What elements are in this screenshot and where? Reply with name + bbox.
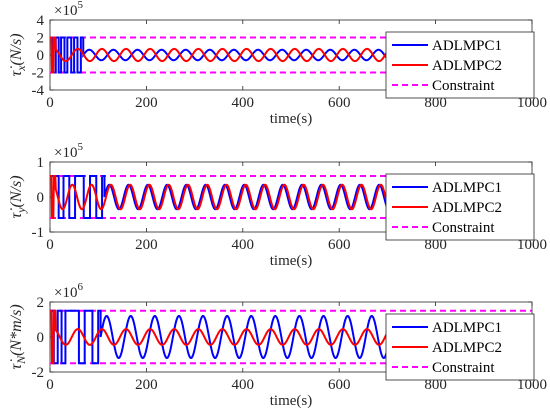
x-tick-label: 800	[424, 237, 447, 253]
y-tick-label: -2	[32, 66, 45, 82]
legend-label-2: ADLMPC2	[432, 200, 502, 216]
y-axis-title: τ̇N(N*m/s)	[8, 304, 28, 369]
y-exponent-label: ×105	[54, 141, 83, 161]
x-tick-label: 400	[232, 237, 255, 253]
legend: ADLMPC1 ADLMPC2 Constraint	[385, 313, 535, 381]
legend-label-3: Constraint	[432, 78, 495, 94]
x-tick-label: 0	[46, 95, 54, 111]
y-tick-label: -1	[32, 225, 45, 241]
legend-label-1: ADLMPC1	[432, 38, 502, 54]
x-tick-label: 800	[424, 377, 447, 393]
legend-label-2: ADLMPC2	[432, 58, 502, 74]
x-tick-label: 1000	[517, 237, 547, 253]
y-tick-label: -4	[32, 83, 45, 99]
chart-panel-3: 0 200 400 600 800 1000-202×106time(s)τ̇N(N*m/…	[8, 281, 547, 409]
legend-label-1: ADLMPC1	[432, 180, 502, 196]
x-axis-title: time(s)	[270, 111, 313, 127]
x-tick-label: 200	[135, 95, 158, 111]
x-tick-label: 600	[328, 377, 351, 393]
x-tick-label: 400	[232, 377, 255, 393]
y-exponent-label: ×105	[54, 0, 83, 19]
y-tick-label: 4	[37, 13, 45, 29]
y-axis-title: τ̇y(N/s)	[8, 175, 28, 218]
x-tick-label: 200	[135, 377, 158, 393]
x-tick-label: 600	[328, 237, 351, 253]
x-tick-label: 200	[135, 237, 158, 253]
legend-label-3: Constraint	[432, 220, 495, 236]
legend: ADLMPC1 ADLMPC2 Constraint	[385, 31, 535, 99]
y-tick-label: 1	[37, 155, 45, 171]
legend-label-2: ADLMPC2	[432, 340, 502, 356]
y-tick-label: -2	[32, 365, 45, 381]
x-axis-title: time(s)	[270, 253, 313, 269]
x-tick-label: 0	[46, 377, 54, 393]
chart-panel-1: 0 200 400 600 800 1000-4-2024×105time(s)τ̇x(N…	[8, 0, 547, 127]
y-tick-label: 0	[37, 48, 45, 64]
chart-panel-2: 0 200 400 600 800 1000-101×105time(s)τ̇y(N/s)…	[8, 141, 547, 269]
x-tick-label: 0	[46, 237, 54, 253]
y-tick-label: 0	[37, 330, 45, 346]
x-axis-title: time(s)	[270, 393, 313, 409]
y-tick-label: 2	[37, 295, 45, 311]
legend-label-3: Constraint	[432, 360, 495, 376]
x-tick-label: 800	[424, 95, 447, 111]
x-tick-label: 1000	[517, 95, 547, 111]
x-tick-label: 1000	[517, 377, 547, 393]
y-tick-label: 2	[37, 31, 45, 47]
x-tick-label: 400	[232, 95, 255, 111]
y-axis-title: τ̇x(N/s)	[8, 33, 28, 76]
legend-label-1: ADLMPC1	[432, 320, 502, 336]
x-tick-label: 600	[328, 95, 351, 111]
legend: ADLMPC1 ADLMPC2 Constraint	[385, 173, 535, 241]
y-tick-label: 0	[37, 190, 45, 206]
y-exponent-label: ×106	[54, 281, 83, 301]
legend-box	[385, 31, 535, 99]
